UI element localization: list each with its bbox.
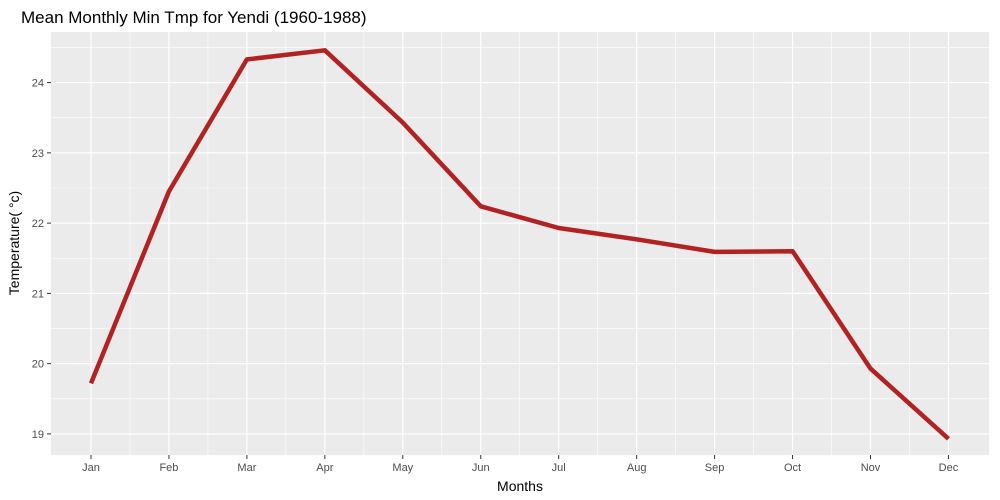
- chart-title: Mean Monthly Min Tmp for Yendi (1960-198…: [21, 8, 367, 27]
- x-tick-label: Apr: [316, 462, 333, 474]
- x-tick-label: Feb: [159, 462, 178, 474]
- y-tick-label: 23: [32, 148, 44, 160]
- y-tick-label: 24: [32, 78, 44, 90]
- y-axis-title: Temperature( °c): [6, 191, 22, 295]
- minor-gridlines: [51, 32, 989, 455]
- x-tick-label: May: [392, 462, 413, 474]
- x-tick-label: Jun: [472, 462, 490, 474]
- x-tick-label: Nov: [861, 462, 881, 474]
- x-tick-label: Sep: [705, 462, 725, 474]
- series-line: [88, 48, 951, 441]
- major-gridlines: [51, 32, 989, 455]
- y-tick-label: 20: [32, 359, 44, 371]
- x-axis: Jan Feb Mar Apr May Jun Jul Aug Sep Oct Nov Dec: [82, 455, 959, 474]
- x-tick-label: Aug: [627, 462, 647, 474]
- y-tick-label: 22: [32, 218, 44, 230]
- x-tick-label: Jul: [552, 462, 566, 474]
- x-tick-label: Jan: [82, 462, 100, 474]
- y-tick-label: 19: [32, 429, 44, 441]
- y-axis: 19 20 21 22 23 24: [32, 78, 51, 441]
- x-tick-label: Oct: [784, 462, 801, 474]
- x-tick-label: Dec: [939, 462, 959, 474]
- x-tick-label: Mar: [237, 462, 256, 474]
- series-layer: [88, 48, 951, 441]
- y-tick-label: 21: [32, 288, 44, 300]
- x-axis-title: Months: [497, 478, 543, 494]
